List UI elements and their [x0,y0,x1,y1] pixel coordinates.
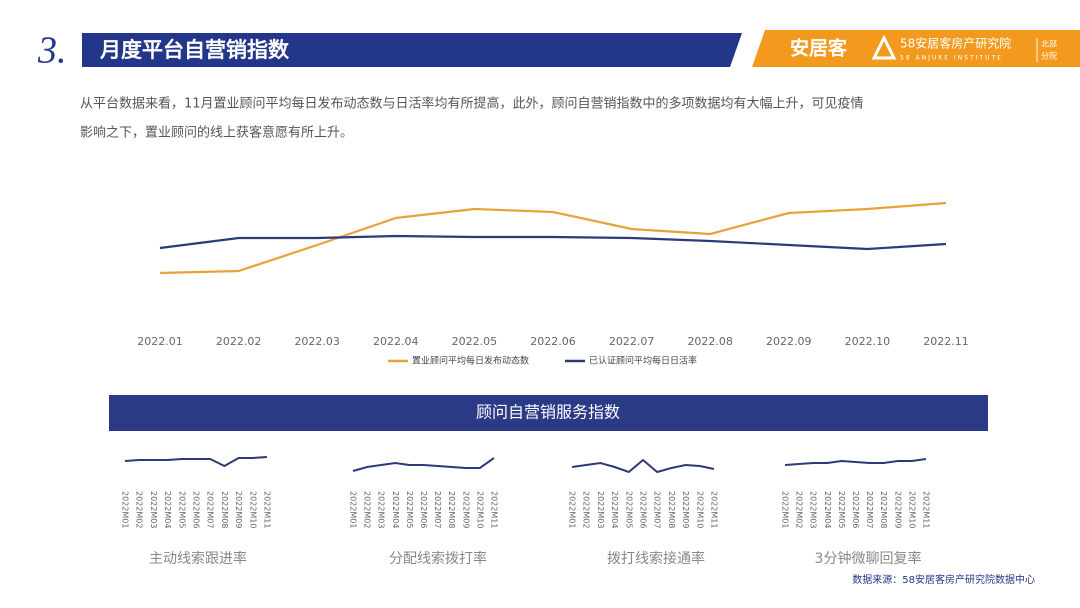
x-tick-label: 2022M09 [461,491,470,528]
legend-label: 已认证顾问平均每日日活率 [589,355,697,367]
x-tick-label: 2022M09 [893,491,902,528]
x-tick-label: 2022M02 [135,491,144,528]
x-tick-label: 2022M05 [405,491,414,528]
x-tick-label: 2022M01 [349,491,358,528]
x-tick-label: 2022.01 [137,335,183,348]
source: 数据来源：58安居客房产研究院数据中心 [852,573,1035,586]
x-tick-label: 2022M09 [681,491,690,528]
x-tick-label: 2022M08 [879,491,888,528]
line-series [124,456,268,468]
x-tick-label: 2022M04 [610,491,619,528]
x-tick-label: 2022M10 [475,491,484,528]
chart-title: 3分钟微聊回复率 [815,550,922,567]
title-bar [82,33,742,67]
x-tick-label: 2022M06 [419,491,428,528]
x-tick-label: 2022M04 [823,491,832,528]
institute-en: 58 ANJUKE INSTITUTE [900,55,1003,62]
x-tick-label: 2022M01 [568,491,577,528]
x-tick-label: 2022.03 [294,335,340,348]
x-tick-label: 2022M07 [653,491,662,528]
chart-title: 拨打线索接通率 [607,550,705,567]
logo-icon [871,34,897,60]
x-tick-label: 2022M09 [234,491,243,528]
branch: 北部 [1041,39,1057,49]
x-tick-label: 2022.06 [530,335,576,348]
x-tick-label: 2022M03 [596,491,605,528]
x-tick-label: 2022M10 [248,491,257,528]
line-series [159,201,947,275]
x-tick-label: 2022M03 [377,491,386,528]
x-tick-label: 2022M05 [624,491,633,528]
x-tick-label: 2022M02 [363,491,372,528]
panel-title: 顾问自营销服务指数 [476,403,620,422]
x-tick-label: 2022M11 [490,491,499,528]
x-tick-label: 2022.10 [845,335,891,348]
section-number: 3. [37,30,67,72]
x-tick-label: 2022.07 [609,335,655,348]
intro-text: 从平台数据来看，11月置业顾问平均每日发布动态数与日活率均有所提高，此外，顾问自… [80,96,864,112]
x-tick-label: 2022M08 [667,491,676,528]
x-tick-label: 2022M03 [149,491,158,528]
line-series [784,458,927,466]
legend-label: 置业顾问平均每日发布动态数 [412,355,529,367]
x-tick-label: 2022M10 [695,491,704,528]
x-tick-label: 2022M08 [447,491,456,528]
line-series [571,458,715,474]
x-tick-label: 2022.09 [766,335,812,348]
x-tick-label: 2022M10 [907,491,916,528]
x-tick-label: 2022M07 [865,491,874,528]
line-series [159,234,947,251]
chart-title: 主动线索跟进率 [149,550,247,567]
x-tick-label: 2022M03 [809,491,818,528]
x-tick-label: 2022M01 [781,491,790,528]
x-tick-label: 2022M08 [220,491,229,528]
x-tick-label: 2022M06 [192,491,201,528]
x-tick-label: 2022M11 [710,491,719,528]
branch: 分院 [1041,51,1057,61]
chart-title: 分配线索拨打率 [389,550,487,567]
x-tick-label: 2022.11 [923,335,969,348]
x-tick-label: 2022M05 [837,491,846,528]
x-tick-label: 2022.05 [452,335,498,348]
x-tick-label: 2022M07 [206,491,215,528]
x-tick-label: 2022M02 [795,491,804,528]
x-tick-label: 2022M04 [391,491,400,528]
x-tick-label: 2022.04 [373,335,419,348]
institute: 58安居客房产研究院 [900,36,1011,51]
x-tick-label: 2022.02 [216,335,262,348]
section-title: 月度平台自营销指数 [99,38,290,62]
logo: 安居客 [790,37,848,60]
x-tick-label: 2022M07 [433,491,442,528]
logo-bar [752,30,1080,67]
x-tick-label: 2022.08 [687,335,733,348]
x-tick-label: 2022M04 [163,491,172,528]
x-tick-label: 2022M11 [263,491,272,528]
x-tick-label: 2022M01 [121,491,130,528]
x-tick-label: 2022M06 [639,491,648,528]
line-series [352,457,495,472]
x-tick-label: 2022M05 [177,491,186,528]
x-tick-label: 2022M11 [922,491,931,528]
x-tick-label: 2022M06 [851,491,860,528]
intro-text: 影响之下，置业顾问的线上获客意愿有所上升。 [80,125,353,141]
panel-banner [109,395,988,431]
x-tick-label: 2022M02 [582,491,591,528]
